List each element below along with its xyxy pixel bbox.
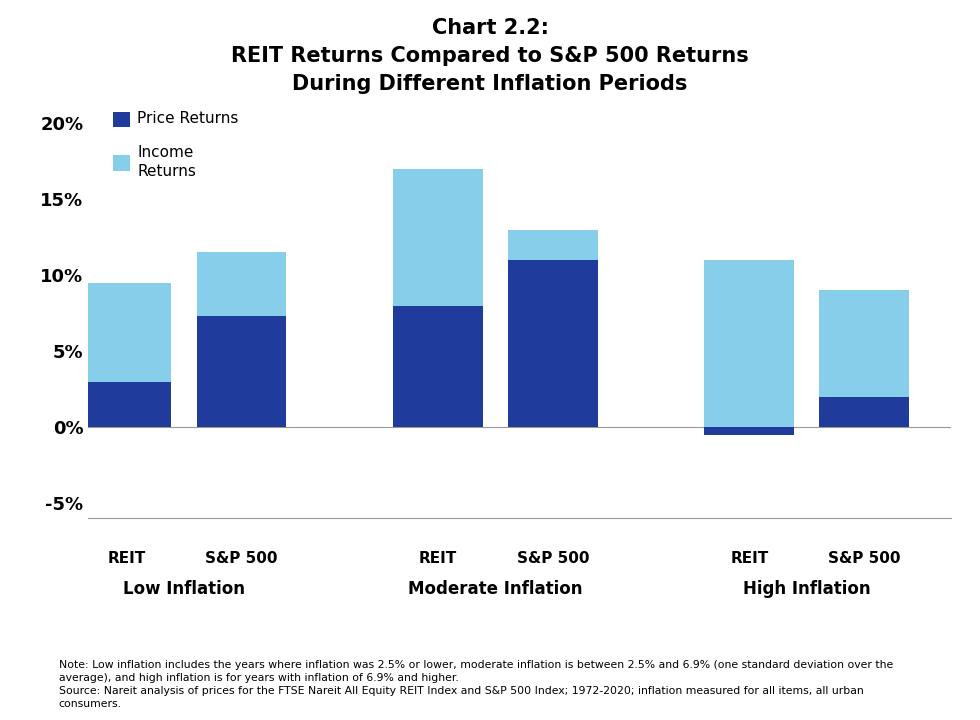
Bar — [393, 305, 483, 427]
Text: Moderate Inflation: Moderate Inflation — [409, 580, 583, 598]
Text: REIT: REIT — [108, 551, 146, 566]
Bar — [508, 230, 598, 260]
Bar — [508, 260, 598, 427]
Text: High Inflation: High Inflation — [743, 580, 870, 598]
Text: Price Returns: Price Returns — [137, 112, 238, 126]
Text: REIT: REIT — [418, 551, 457, 566]
Text: Low Inflation: Low Inflation — [123, 580, 245, 598]
Text: Chart 2.2:
REIT Returns Compared to S&P 500 Returns
During Different Inflation P: Chart 2.2: REIT Returns Compared to S&P … — [231, 18, 749, 94]
Bar — [81, 283, 172, 382]
Bar — [705, 427, 795, 435]
Text: S&P 500: S&P 500 — [205, 551, 277, 566]
Text: Note: Low inflation includes the years where inflation was 2.5% or lower, modera: Note: Low inflation includes the years w… — [59, 660, 893, 709]
Bar — [197, 316, 286, 427]
Bar — [819, 290, 909, 397]
Bar — [197, 253, 286, 316]
Bar — [819, 397, 909, 427]
Text: S&P 500: S&P 500 — [516, 551, 589, 566]
Text: Income
Returns: Income Returns — [137, 145, 196, 179]
Bar — [393, 168, 483, 305]
Text: REIT: REIT — [730, 551, 768, 566]
Text: S&P 500: S&P 500 — [828, 551, 901, 566]
Bar — [705, 260, 795, 427]
Bar — [81, 382, 172, 427]
